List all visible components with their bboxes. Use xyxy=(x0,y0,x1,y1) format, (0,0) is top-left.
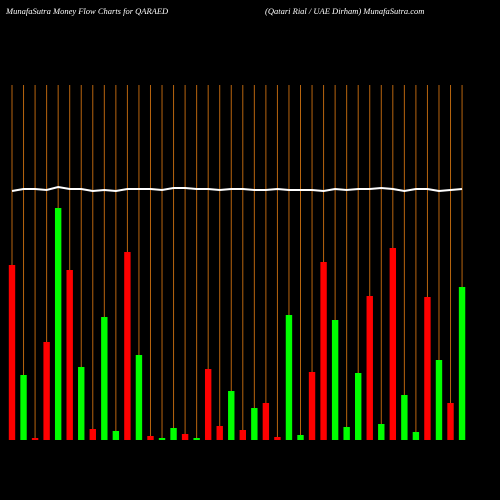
bar xyxy=(435,360,443,440)
bar xyxy=(8,265,16,440)
bar xyxy=(274,437,281,440)
bar xyxy=(447,403,454,440)
bar xyxy=(251,408,258,440)
bar xyxy=(135,355,143,440)
bar xyxy=(401,395,408,440)
bar xyxy=(239,430,246,440)
bar xyxy=(66,270,73,440)
bar xyxy=(262,403,270,440)
bar xyxy=(101,317,108,440)
bar xyxy=(43,342,50,440)
bar xyxy=(170,428,177,440)
bar xyxy=(228,391,235,440)
bar xyxy=(355,373,362,440)
bar xyxy=(331,320,339,440)
bar xyxy=(20,375,27,440)
bar xyxy=(458,287,466,440)
bar xyxy=(124,252,131,440)
bar xyxy=(297,435,304,440)
bar xyxy=(343,427,350,440)
bar xyxy=(193,438,200,440)
bar xyxy=(181,434,189,440)
bar xyxy=(389,248,397,440)
bar xyxy=(378,424,385,440)
bar xyxy=(147,436,154,440)
bar xyxy=(112,431,120,440)
bar xyxy=(320,262,327,440)
chart-title: MunafaSutra Money Flow Charts for QARAED xyxy=(5,6,169,16)
bar xyxy=(204,369,212,440)
bar xyxy=(424,297,431,440)
money-flow-line xyxy=(11,185,463,193)
bar xyxy=(158,438,166,440)
bar xyxy=(54,208,62,440)
bar xyxy=(366,296,373,440)
bar xyxy=(216,426,223,440)
bar xyxy=(412,432,420,440)
bar xyxy=(89,429,96,440)
chart-subtitle: (Qatari Rial / UAE Dirham) MunafaSutra.c… xyxy=(265,6,424,16)
bar xyxy=(78,367,85,440)
bar xyxy=(31,438,39,440)
bar xyxy=(285,315,293,440)
bar xyxy=(308,372,316,440)
